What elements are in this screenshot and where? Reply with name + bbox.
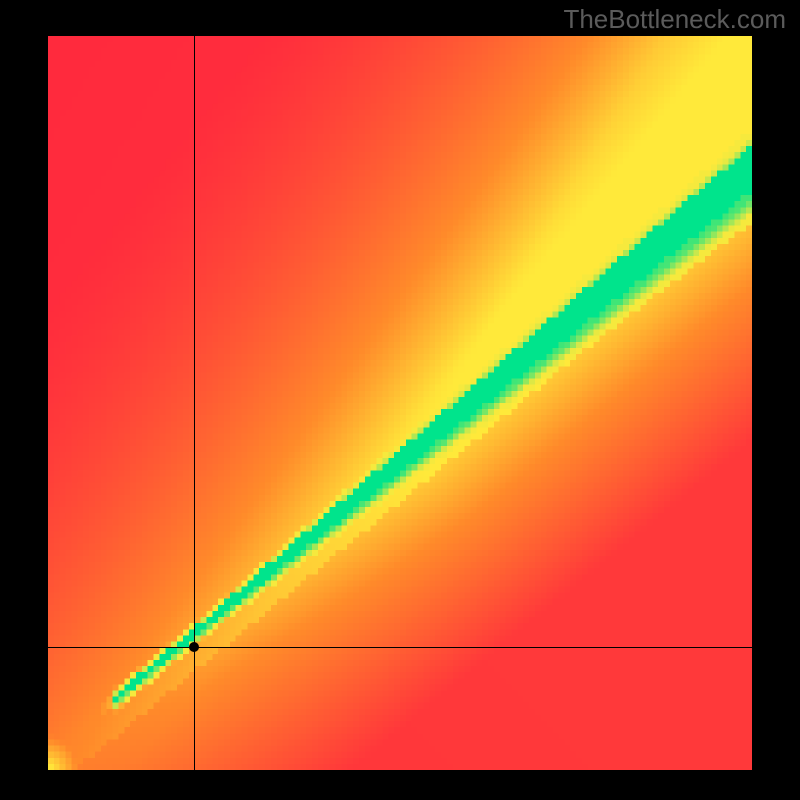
crosshair-horizontal bbox=[48, 647, 752, 648]
watermark-text: TheBottleneck.com bbox=[563, 4, 786, 35]
crosshair-marker bbox=[189, 642, 199, 652]
crosshair-vertical bbox=[194, 36, 195, 770]
bottleneck-heatmap bbox=[48, 36, 752, 770]
